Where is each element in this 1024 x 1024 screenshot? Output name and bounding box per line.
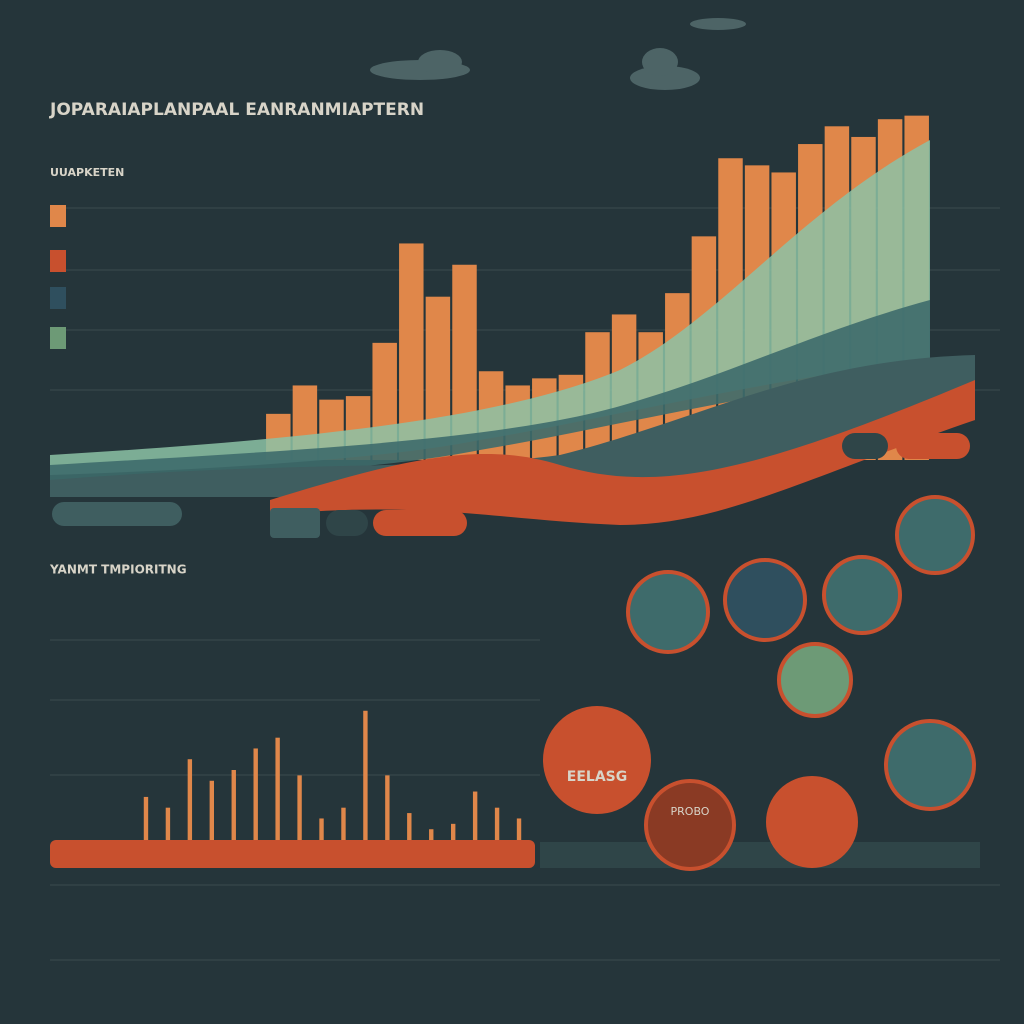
clouds	[370, 18, 746, 90]
badge-label: PROBO	[671, 805, 710, 818]
bar	[143, 796, 149, 840]
legend	[50, 205, 66, 349]
axis-band	[540, 842, 980, 868]
button[interactable]	[52, 502, 182, 526]
bar	[407, 813, 412, 840]
button[interactable]	[896, 433, 970, 459]
button[interactable]	[326, 510, 368, 536]
bar	[472, 791, 478, 840]
area-band	[50, 355, 975, 498]
subtitle: UUAPKETEN	[50, 166, 124, 179]
bar	[341, 807, 346, 840]
title: JOPARAIAPLANPAAL EANRANMIAPTERN	[49, 100, 424, 120]
bar	[319, 818, 324, 840]
badges	[543, 495, 976, 871]
bar	[429, 829, 434, 840]
bar	[385, 775, 390, 840]
area-band	[270, 380, 975, 525]
bar	[516, 818, 522, 840]
button[interactable]	[842, 433, 888, 459]
section-title: YANMT TMPIORITNG	[49, 563, 187, 577]
button[interactable]	[373, 510, 467, 536]
bar	[297, 775, 302, 840]
bar	[187, 759, 193, 840]
axis-band	[50, 840, 535, 868]
bar	[209, 780, 214, 840]
bar	[494, 807, 500, 840]
bar-group	[143, 710, 522, 840]
bar	[253, 748, 258, 840]
bar	[451, 823, 456, 840]
badge-label: EELASG	[567, 769, 627, 785]
bar	[165, 807, 171, 840]
bar	[275, 737, 280, 840]
button[interactable]	[270, 508, 320, 538]
bar	[231, 770, 236, 840]
bar	[363, 710, 368, 840]
area-band	[50, 300, 930, 485]
